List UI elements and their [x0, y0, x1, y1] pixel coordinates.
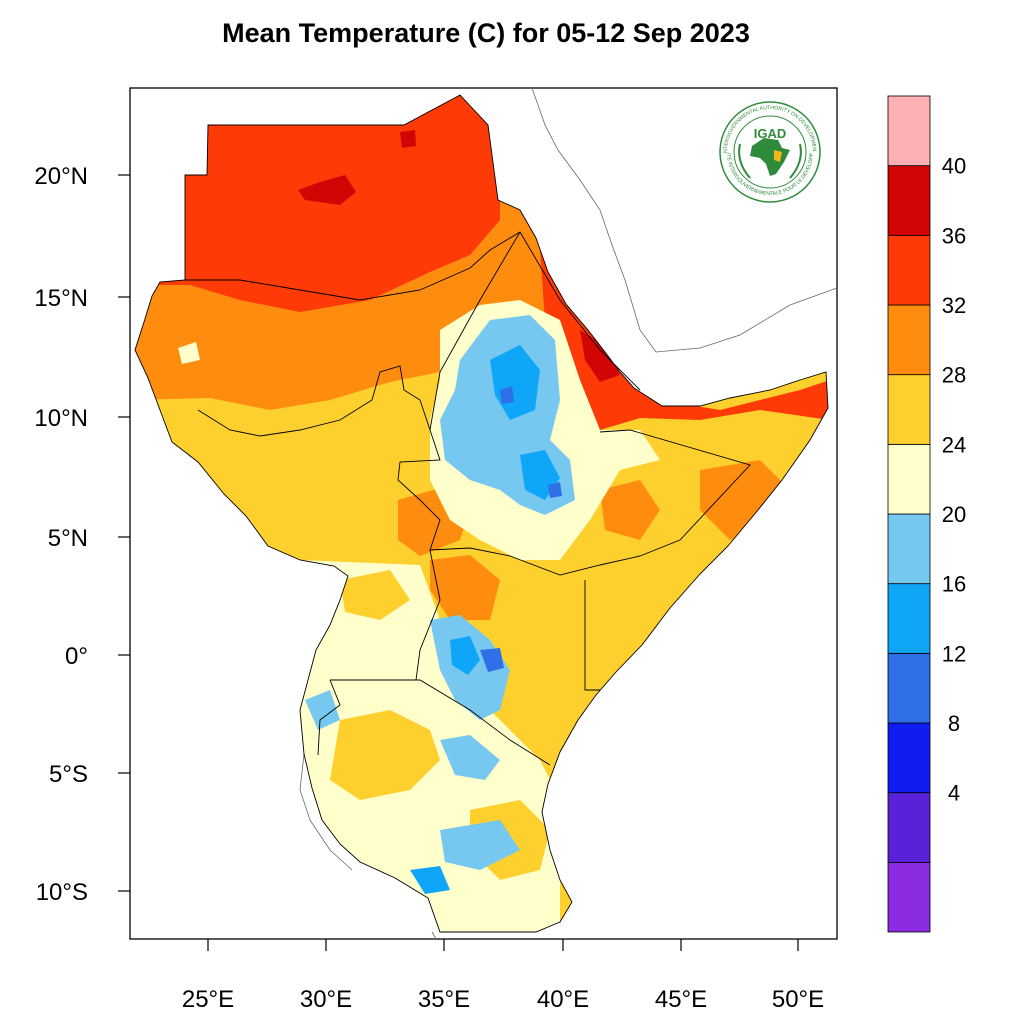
lat-label: 0° — [65, 643, 88, 670]
colorbar: 4 8 12 16 20 24 28 32 36 40 — [887, 95, 966, 933]
logo-acronym: IGAD — [754, 126, 787, 141]
lon-label: 25°E — [182, 986, 234, 1013]
colorbar-label: 20 — [942, 502, 966, 527]
lat-label: 10°S — [36, 879, 88, 906]
colorbar-bin — [887, 722, 931, 794]
colorbar-label: 28 — [942, 363, 966, 388]
lon-label: 35°E — [418, 986, 470, 1013]
colorbar-bin — [887, 513, 931, 585]
lon-label: 50°E — [772, 986, 824, 1013]
colorbar-label: 12 — [942, 641, 966, 666]
lat-label: 5°S — [49, 761, 88, 788]
colorbar-label: 40 — [942, 154, 966, 179]
lat-label: 10°N — [34, 405, 88, 432]
colorbar-label: 16 — [942, 572, 966, 597]
colorbar-bin — [887, 95, 931, 167]
lon-label: 40°E — [537, 986, 589, 1013]
lat-labels: 20°N 15°N 10°N 5°N 0° 5°S 10°S — [34, 163, 88, 906]
map-title: Mean Temperature (C) for 05-12 Sep 2023 — [222, 18, 750, 48]
colorbar-bin — [887, 234, 931, 306]
country-borders — [134, 94, 829, 933]
colorbar-bin — [887, 792, 931, 863]
igad-logo: IGAD INTERGOVERNMENTAL AUTHORITY ON DEVE… — [719, 101, 821, 203]
lat-label: 20°N — [34, 163, 88, 190]
lon-label: 45°E — [655, 986, 707, 1013]
lon-labels: 25°E 30°E 35°E 40°E 45°E 50°E — [182, 986, 824, 1013]
colorbar-bin — [887, 443, 931, 515]
lon-ticks — [207, 939, 799, 951]
colorbar-label: 32 — [942, 293, 966, 318]
colorbar-label: 24 — [942, 432, 966, 457]
colorbar-bin — [887, 652, 931, 724]
colorbar-bin — [887, 304, 931, 376]
lat-label: 15°N — [34, 285, 88, 312]
colorbar-label: 8 — [948, 711, 960, 736]
lat-ticks — [118, 174, 130, 892]
lon-label: 30°E — [300, 986, 352, 1013]
colorbar-label: 4 — [948, 781, 960, 806]
colorbar-bin — [887, 861, 931, 933]
lat-label: 5°N — [48, 525, 88, 552]
colorbar-bin — [887, 374, 931, 445]
colorbar-bin — [887, 583, 931, 654]
colorbar-label: 36 — [942, 223, 966, 248]
colorbar-bin — [887, 165, 931, 236]
